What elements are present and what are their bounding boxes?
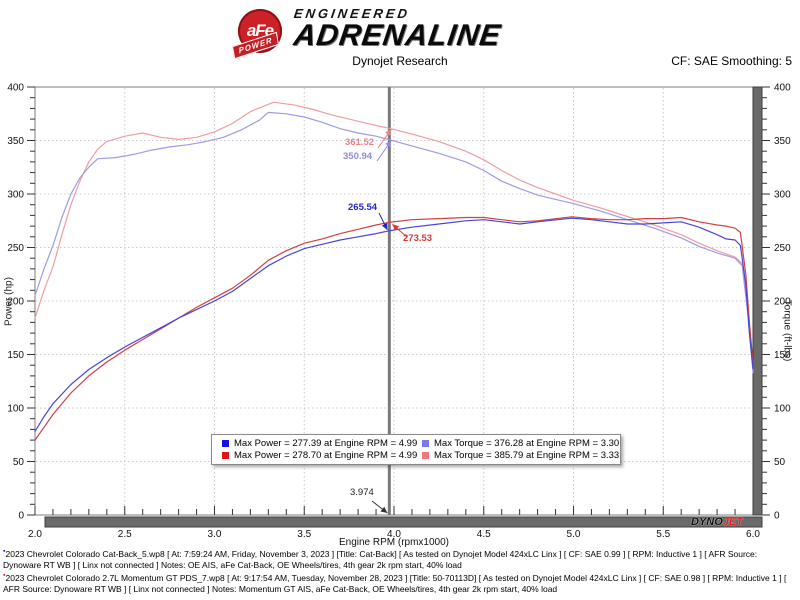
svg-text:200: 200: [7, 297, 24, 308]
svg-text:200: 200: [774, 297, 791, 308]
svg-text:6.0: 6.0: [746, 529, 760, 540]
svg-text:3.5: 3.5: [297, 529, 311, 540]
legend-swatch-torque-catback: [422, 440, 429, 447]
svg-text:300: 300: [774, 190, 791, 201]
legend-text: Max Power = 278.70 at Engine RPM = 4.99: [234, 450, 418, 461]
svg-text:2.0: 2.0: [28, 529, 42, 540]
horizontal-rpm-slider[interactable]: [44, 516, 763, 528]
dynojet-logo: DYNOJET: [691, 515, 743, 528]
legend-swatch-power-catback: [222, 440, 229, 447]
torque-catback-curve: [34, 111, 754, 374]
torque-catback-readout: 350.94: [343, 151, 373, 162]
legend-text: Max Power = 277.39 at Engine RPM = 4.99: [234, 438, 418, 449]
dyno-graph: 0 0 50 50 100 100 150 150 200 200 250 250 300 300 350 3…: [7, 83, 791, 541]
rpm-axis-label: Engine RPM (rpmx1000): [338, 537, 450, 548]
svg-text:3.0: 3.0: [208, 529, 222, 540]
max-values-legend: Max Power = 277.39 at Engine RPM = 4.99 …: [211, 434, 621, 465]
svg-text:4.5: 4.5: [477, 529, 491, 540]
svg-text:350: 350: [774, 136, 791, 147]
cursor-rpm-readout: 3.974: [350, 487, 374, 498]
svg-text:0: 0: [774, 511, 780, 522]
svg-text:2.5: 2.5: [118, 529, 132, 540]
torque-momentum-gt-curve: [34, 101, 754, 372]
legend-swatch-torque-momentum: [422, 452, 429, 459]
afe-power-logo-icon: aFe POWER: [232, 9, 282, 60]
power-momentum-readout: 273.53: [403, 233, 433, 244]
legend-swatch-power-momentum: [222, 452, 229, 459]
svg-text:100: 100: [7, 404, 24, 415]
svg-text:400: 400: [774, 83, 791, 94]
file1-marker: ▪: [3, 548, 6, 556]
svg-text:4.0: 4.0: [387, 529, 401, 540]
run-info-file2: ▪2023 Chevrolet Colorado 2.7L Momentum G…: [3, 572, 787, 594]
power-axis-label: Power (hp): [3, 277, 15, 326]
torque-axis-label: Torque (ft-lbs): [781, 299, 793, 362]
legend-item-max-torque-catback: Max Torque = 376.28 at Engine RPM = 3.30: [422, 438, 619, 449]
power-catback-curve: [34, 217, 754, 433]
svg-text:0: 0: [18, 511, 24, 522]
run-info-file1: ▪2023 Chevrolet Colorado Cat-Back_5.wp8 …: [3, 548, 758, 570]
file2-marker: ▪: [3, 572, 6, 580]
torque-momentum-readout: 361.52: [345, 137, 375, 148]
svg-text:150: 150: [7, 350, 24, 361]
vertical-scale-slider[interactable]: [752, 86, 763, 516]
legend-text: Max Torque = 376.28 at Engine RPM = 3.30: [434, 438, 620, 449]
legend-text: Max Torque = 385.79 at Engine RPM = 3.33: [434, 450, 620, 461]
legend-item-max-power-catback: Max Power = 277.39 at Engine RPM = 4.99: [222, 438, 422, 449]
legend-item-max-torque-momentum: Max Torque = 385.79 at Engine RPM = 3.33: [422, 450, 619, 461]
power-momentum-gt-curve: [34, 216, 754, 441]
svg-text:350: 350: [7, 136, 24, 147]
svg-text:50: 50: [774, 457, 786, 468]
run-info-footer: ▪2023 Chevrolet Colorado Cat-Back_5.wp8 …: [3, 548, 797, 597]
svg-text:250: 250: [774, 243, 791, 254]
svg-text:400: 400: [7, 83, 24, 94]
legend-item-max-power-momentum: Max Power = 278.70 at Engine RPM = 4.99: [222, 450, 422, 461]
svg-text:150: 150: [774, 350, 791, 361]
cf-smoothing-label: CF: SAE Smoothing: 5: [671, 54, 792, 68]
power-catback-readout: 265.54: [348, 202, 378, 213]
svg-text:250: 250: [7, 243, 24, 254]
svg-text:50: 50: [13, 457, 25, 468]
svg-text:5.5: 5.5: [656, 529, 670, 540]
svg-text:300: 300: [7, 190, 24, 201]
svg-text:100: 100: [774, 404, 791, 415]
report-title: Dynojet Research: [352, 54, 448, 68]
svg-text:5.0: 5.0: [567, 529, 581, 540]
